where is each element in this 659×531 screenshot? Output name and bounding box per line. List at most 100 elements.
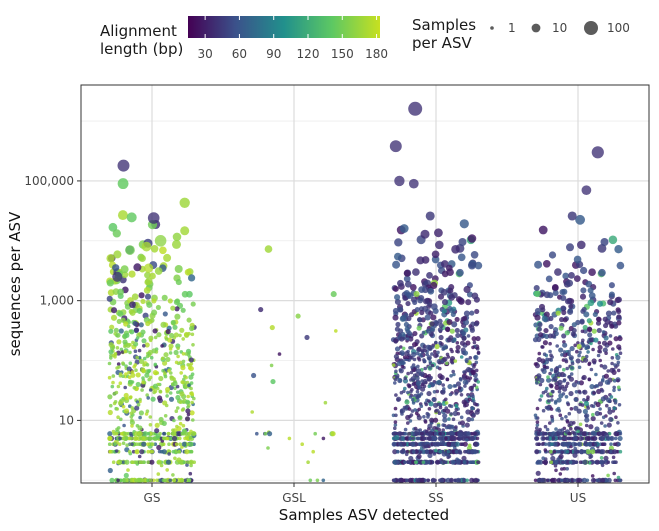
data-point [455, 459, 461, 465]
data-point [613, 363, 617, 367]
data-point [567, 211, 577, 221]
data-point [459, 393, 464, 397]
data-point [141, 376, 145, 380]
data-point [609, 442, 613, 447]
data-point [407, 331, 413, 337]
data-point [430, 314, 437, 321]
data-point [465, 438, 469, 442]
size-legend: Samples per ASV 1 10 100 [412, 16, 630, 52]
data-point [553, 432, 558, 437]
data-point [258, 307, 264, 313]
data-point [564, 298, 572, 305]
data-point [430, 326, 436, 332]
data-point [178, 436, 182, 441]
data-point [451, 245, 460, 254]
data-point [122, 423, 126, 428]
data-point [577, 240, 586, 250]
data-point [441, 383, 446, 387]
data-point [582, 324, 588, 331]
data-point [434, 448, 438, 453]
data-point [611, 310, 617, 316]
data-point [462, 315, 468, 321]
size-legend-label: 10 [552, 21, 567, 35]
data-point [549, 407, 554, 411]
data-point [455, 341, 460, 345]
data-point [612, 385, 616, 390]
data-point [129, 411, 134, 416]
data-point [435, 240, 444, 250]
data-point [113, 442, 117, 447]
data-point [589, 384, 595, 390]
data-point [172, 478, 176, 483]
data-point [550, 419, 555, 423]
data-point [471, 460, 475, 465]
size-legend-dot [490, 26, 494, 30]
data-point [393, 252, 402, 261]
data-point [549, 431, 553, 436]
data-point [562, 342, 568, 348]
data-point [180, 307, 186, 313]
data-point [170, 319, 176, 325]
data-point [564, 330, 570, 336]
data-point [137, 348, 142, 353]
data-point [445, 477, 451, 483]
data-point [616, 421, 620, 425]
data-point [596, 388, 602, 395]
data-point [590, 474, 595, 478]
data-point [548, 421, 552, 425]
data-point [112, 264, 120, 272]
data-point [601, 330, 606, 334]
data-point [404, 436, 409, 441]
data-point [266, 446, 270, 450]
data-point [147, 368, 152, 373]
data-point [575, 358, 581, 364]
data-point [562, 367, 566, 372]
data-point [444, 401, 449, 405]
data-point [127, 370, 131, 375]
data-point [408, 178, 419, 189]
data-point [469, 327, 475, 333]
data-point [161, 294, 168, 301]
data-point [421, 442, 426, 447]
data-point [556, 372, 563, 378]
data-point [569, 407, 574, 411]
data-point [400, 364, 405, 369]
data-point [414, 431, 419, 436]
data-point [541, 390, 546, 395]
data-point [538, 225, 548, 235]
data-point [469, 310, 475, 316]
data-point [116, 318, 122, 324]
data-point [559, 289, 566, 296]
data-point [597, 341, 602, 345]
data-point [152, 370, 158, 376]
data-point [175, 431, 181, 437]
data-point [597, 381, 604, 387]
data-point [438, 323, 444, 329]
data-point [560, 353, 564, 357]
data-point [447, 384, 453, 390]
data-point [580, 329, 585, 334]
data-point [175, 424, 179, 429]
data-point [138, 415, 142, 420]
data-point [590, 416, 596, 422]
data-point [106, 254, 115, 263]
data-point [138, 410, 144, 416]
data-point [109, 356, 113, 360]
data-point [184, 431, 189, 436]
data-point [548, 357, 552, 362]
data-point [165, 459, 172, 465]
data-point [152, 383, 158, 389]
data-point [150, 449, 155, 454]
data-point [188, 435, 193, 440]
data-point [393, 338, 399, 344]
data-point [407, 384, 412, 389]
data-point [418, 428, 423, 432]
data-point [539, 477, 545, 483]
data-point [618, 478, 622, 483]
data-point [180, 365, 186, 371]
data-point [583, 311, 590, 318]
data-point [183, 478, 187, 483]
data-point [549, 442, 554, 447]
data-point [168, 396, 175, 402]
data-point [160, 344, 164, 348]
